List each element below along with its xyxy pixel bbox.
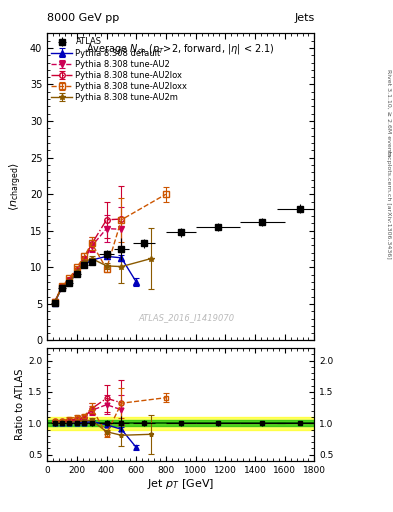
Y-axis label: Ratio to ATLAS: Ratio to ATLAS — [15, 369, 25, 440]
Bar — [47, 417, 314, 430]
Text: Jets: Jets — [294, 13, 314, 23]
X-axis label: Jet $p_T$ [GeV]: Jet $p_T$ [GeV] — [147, 477, 214, 492]
Text: mcplots.cern.ch [arXiv:1306.3436]: mcplots.cern.ch [arXiv:1306.3436] — [386, 151, 391, 259]
Text: ATLAS_2016_I1419070: ATLAS_2016_I1419070 — [138, 313, 234, 322]
Bar — [47, 420, 314, 426]
Legend: ATLAS, Pythia 8.308 default, Pythia 8.308 tune-AU2, Pythia 8.308 tune-AU2lox, Py: ATLAS, Pythia 8.308 default, Pythia 8.30… — [50, 36, 189, 103]
Text: Rivet 3.1.10, ≥ 2.6M events: Rivet 3.1.10, ≥ 2.6M events — [386, 69, 391, 156]
Y-axis label: $\langle n_\mathrm{charged} \rangle$: $\langle n_\mathrm{charged} \rangle$ — [8, 162, 24, 211]
Text: 8000 GeV pp: 8000 GeV pp — [47, 13, 119, 23]
Text: Average $N_\mathrm{ch}$ ($p_T$>2, forward, $|\eta|$ < 2.1): Average $N_\mathrm{ch}$ ($p_T$>2, forwar… — [86, 42, 275, 56]
